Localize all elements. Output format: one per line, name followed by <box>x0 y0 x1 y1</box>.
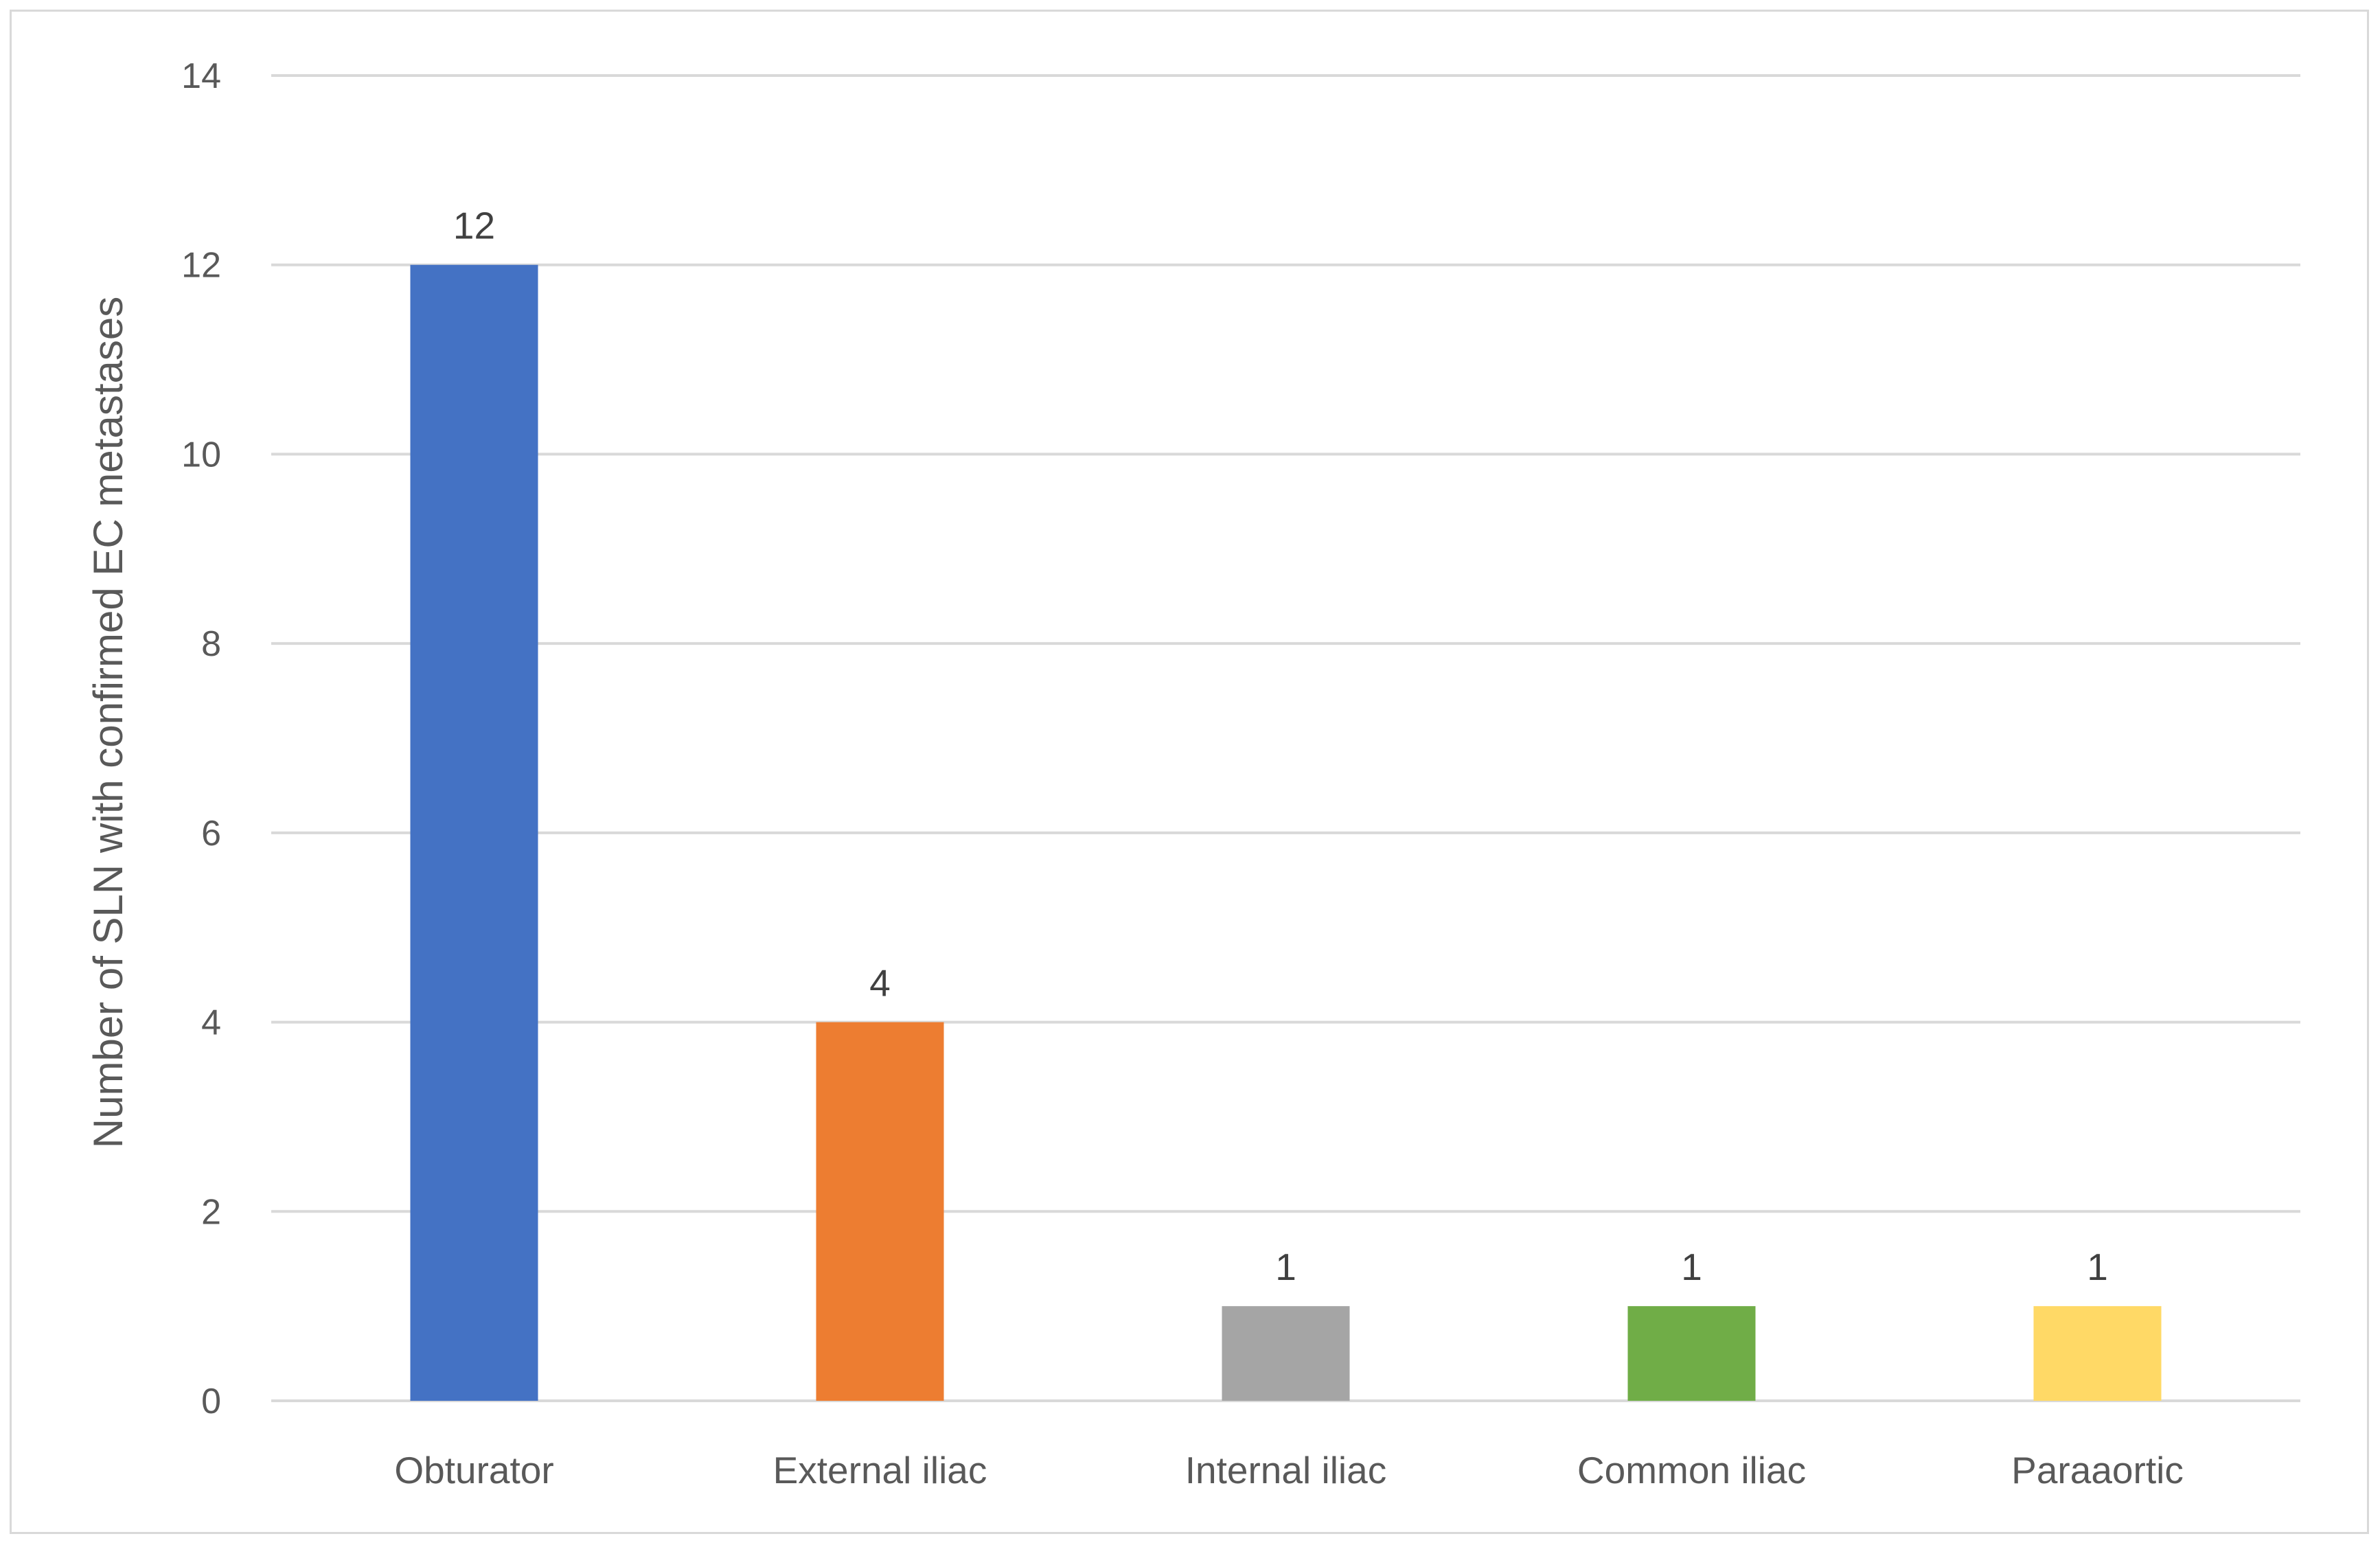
bars <box>410 264 2162 1401</box>
y-tick-label-10: 10 <box>181 435 221 474</box>
y-tick-label-0: 0 <box>201 1382 221 1421</box>
data-label-internal-iliac: 1 <box>1275 1246 1296 1288</box>
data-label-paraaortic: 1 <box>2087 1246 2108 1288</box>
y-axis-title: Number of SLN with confirmed EC metastas… <box>85 297 131 1148</box>
y-tick-label-4: 4 <box>201 1003 221 1043</box>
bar-paraaortic <box>2033 1306 2162 1401</box>
bar-obturator <box>410 264 538 1401</box>
x-category-label-common-iliac: Common iliac <box>1577 1449 1806 1491</box>
y-tick-label-2: 2 <box>201 1192 221 1232</box>
gridlines <box>271 74 2300 1402</box>
y-tick-label-6: 6 <box>201 814 221 854</box>
x-axis-category-labels: Obturator External iliac Internal iliac Com… <box>394 1449 2184 1491</box>
y-tick-label-12: 12 <box>181 246 221 286</box>
x-category-label-obturator: Obturator <box>394 1449 553 1491</box>
data-labels: 12 4 1 1 1 <box>453 205 2108 1288</box>
y-tick-label-8: 8 <box>201 624 221 664</box>
data-label-obturator: 12 <box>453 205 495 247</box>
y-tick-label-14: 14 <box>181 56 221 96</box>
x-category-label-internal-iliac: Internal iliac <box>1185 1449 1386 1491</box>
x-category-label-paraaortic: Paraaortic <box>2011 1449 2184 1491</box>
y-axis-tick-labels: 0 2 4 6 8 10 12 14 <box>181 56 221 1421</box>
bar-internal-iliac <box>1222 1306 1350 1401</box>
bar-common-iliac <box>1627 1306 1756 1401</box>
data-label-common-iliac: 1 <box>1681 1246 1702 1288</box>
x-category-label-external-iliac: External iliac <box>773 1449 987 1491</box>
data-label-external-iliac: 4 <box>869 962 891 1005</box>
bar-external-iliac <box>816 1022 944 1401</box>
